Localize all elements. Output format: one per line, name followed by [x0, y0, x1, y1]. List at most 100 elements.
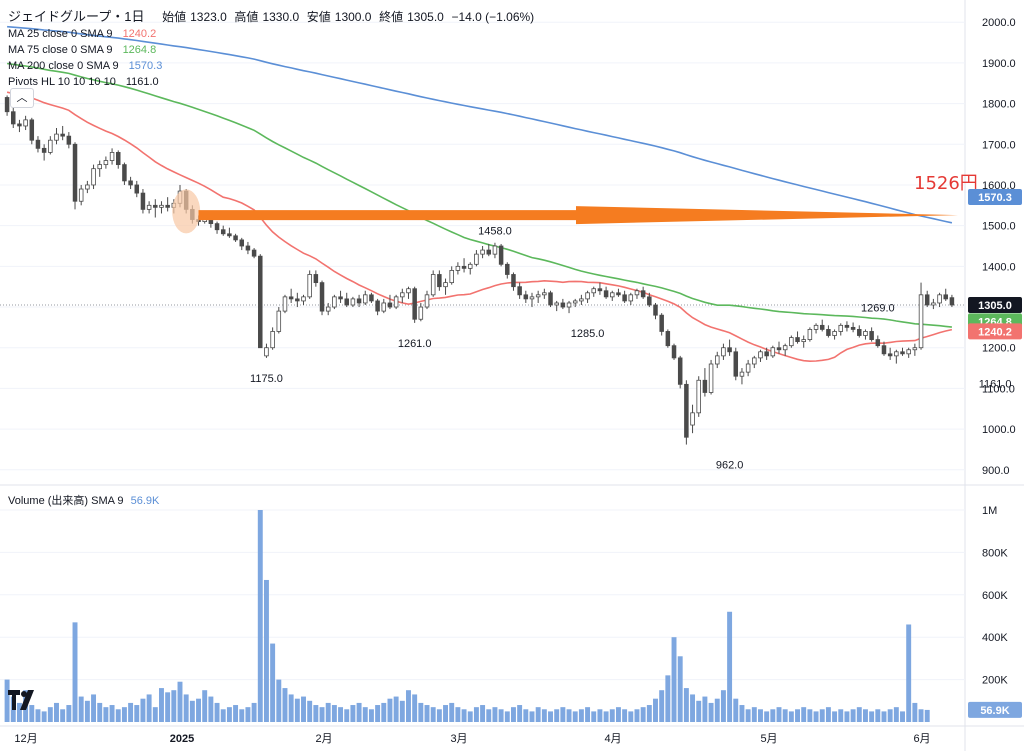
symbol-title[interactable]: ジェイドグループ・1日 — [8, 9, 145, 24]
candle-body — [332, 296, 337, 308]
volume-bar — [683, 688, 689, 722]
candle-body — [146, 204, 152, 210]
tradingview-logo-icon[interactable] — [8, 690, 38, 716]
price-tick-label: 1500.0 — [982, 221, 1016, 233]
change-value: −14.0 (−1.06%) — [451, 10, 535, 24]
time-tick-label: 2025 — [170, 733, 194, 745]
price-tick-label: 1200.0 — [982, 343, 1016, 355]
indicator-ma25[interactable]: MA 25 close 0 SMA 9 1240.2 — [8, 26, 156, 42]
volume-bar — [220, 709, 226, 722]
candle-body — [313, 274, 319, 284]
candle-body — [585, 292, 590, 300]
pivot-label: 1269.0 — [861, 303, 895, 315]
price-tick-label: 1700.0 — [982, 139, 1016, 151]
candle-body — [455, 265, 461, 271]
candle-body — [17, 123, 22, 127]
volume-legend[interactable]: Volume (出来高) SMA 9 56.9K — [8, 492, 159, 508]
volume-bar — [572, 711, 578, 722]
volume-bar — [196, 698, 201, 722]
candle-body — [838, 324, 844, 332]
open-value: 1323.0 — [190, 10, 227, 24]
volume-bar — [492, 707, 498, 722]
volume-bar — [541, 709, 547, 722]
candle-body — [443, 282, 448, 288]
candle-body — [48, 139, 53, 153]
low-label: 安値 — [306, 10, 331, 24]
candle-body — [850, 326, 856, 330]
volume-bar — [103, 707, 109, 722]
candle-body — [881, 345, 887, 355]
moving-average-lines — [6, 25, 953, 363]
volume-bar — [368, 709, 374, 722]
indicator-pivots[interactable]: Pivots HL 10 10 10 10 1161.0 — [8, 74, 159, 90]
candle-body — [671, 345, 677, 359]
low-value: 1300.0 — [334, 10, 372, 24]
volume-bar — [356, 702, 362, 722]
candle-body — [745, 363, 751, 373]
pivot-label: 962.0 — [716, 460, 744, 472]
volume-bar — [202, 690, 208, 722]
candle-body — [474, 253, 479, 265]
candle-body — [807, 329, 813, 340]
volume-bar — [443, 705, 449, 722]
volume-bar — [825, 707, 831, 722]
volume-bar — [134, 705, 140, 722]
volume-bar — [659, 690, 665, 722]
volume-bar — [751, 707, 757, 722]
candle-body — [517, 286, 522, 296]
volume-bar — [467, 711, 473, 722]
candle-body — [103, 160, 109, 166]
indicator-ma75[interactable]: MA 75 close 0 SMA 9 1264.8 — [8, 42, 156, 58]
candle-body — [251, 249, 257, 257]
volume-bar — [900, 711, 905, 722]
volume-bar — [727, 611, 733, 722]
volume-tick-label: 800K — [982, 547, 1008, 559]
candle-body — [579, 298, 584, 302]
candle-body — [467, 263, 473, 269]
volume-bar — [924, 709, 930, 722]
volume-bar — [257, 510, 263, 722]
collapse-legend-button[interactable]: ︿ — [10, 88, 34, 108]
candle-body — [659, 314, 664, 332]
volume-bar — [622, 709, 628, 722]
volume-tick-label: 400K — [982, 632, 1008, 644]
volume-bar — [640, 707, 646, 722]
candle-body — [122, 164, 127, 182]
volume-bar — [677, 656, 683, 722]
volume-bar — [473, 707, 479, 722]
candle-body — [752, 357, 757, 365]
indicator-value: 1161.0 — [125, 76, 159, 88]
candle-body — [523, 294, 529, 300]
volume-value-tag — [968, 701, 1022, 718]
volume-bar — [634, 709, 640, 722]
candle-body — [610, 292, 615, 298]
candle-body — [307, 274, 312, 298]
volume-bar — [615, 707, 621, 722]
candle-body — [937, 294, 942, 304]
volume-bar — [832, 711, 838, 722]
candle-body — [437, 274, 442, 288]
ma75-line — [6, 62, 952, 328]
volume-bar — [782, 709, 788, 722]
candle-body — [424, 294, 430, 308]
candle-body — [214, 223, 220, 231]
candle-body — [270, 331, 275, 349]
candle-body — [863, 331, 868, 336]
volume-label: Volume (出来高) — [8, 495, 89, 507]
volume-bar — [801, 707, 807, 722]
candle-body — [140, 192, 146, 210]
candle-body — [239, 239, 245, 247]
candle-body — [301, 296, 306, 302]
indicator-ma200[interactable]: MA 200 close 0 SMA 9 1570.3 — [8, 58, 162, 74]
volume-bar — [430, 707, 436, 722]
candlestick-series — [4, 95, 955, 445]
candle-body — [924, 294, 930, 306]
volume-bar — [60, 709, 66, 722]
candle-body — [449, 270, 454, 284]
volume-sma-label: SMA 9 — [91, 495, 124, 507]
volume-bar — [893, 707, 899, 722]
volume-bar — [41, 711, 47, 722]
candle-body — [387, 302, 393, 308]
candle-body — [134, 184, 140, 194]
